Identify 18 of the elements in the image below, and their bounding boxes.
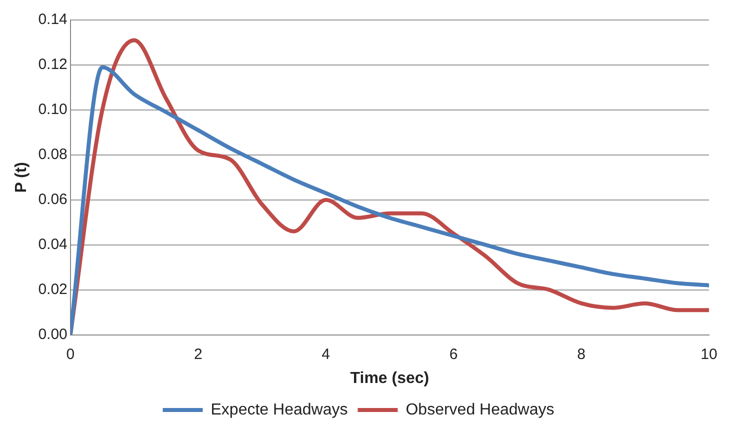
y-tick-label: 0.12 <box>38 56 68 74</box>
legend-label: Observed Headways <box>406 401 554 418</box>
x-tick-label: 8 <box>577 346 586 363</box>
y-tick-label: 0.00 <box>38 326 68 343</box>
x-tick-label: 6 <box>449 346 458 363</box>
x-tick-label: 0 <box>66 346 75 363</box>
y-axis-title: P (t) <box>13 162 30 193</box>
x-tick-label: 4 <box>322 346 330 363</box>
y-tick-label: 0.06 <box>38 191 68 208</box>
y-tick-label: 0.02 <box>38 280 68 298</box>
x-axis-title: Time (sec) <box>350 370 430 387</box>
x-tick-label: 10 <box>700 346 718 363</box>
y-tick-label: 0.08 <box>38 146 68 164</box>
y-tick-label: 0.04 <box>38 236 68 253</box>
legend-label: Expecte Headways <box>210 401 348 418</box>
y-tick-label: 0.14 <box>38 11 68 28</box>
x-tick-label: 2 <box>194 346 202 363</box>
y-tick-label: 0.10 <box>38 101 68 118</box>
